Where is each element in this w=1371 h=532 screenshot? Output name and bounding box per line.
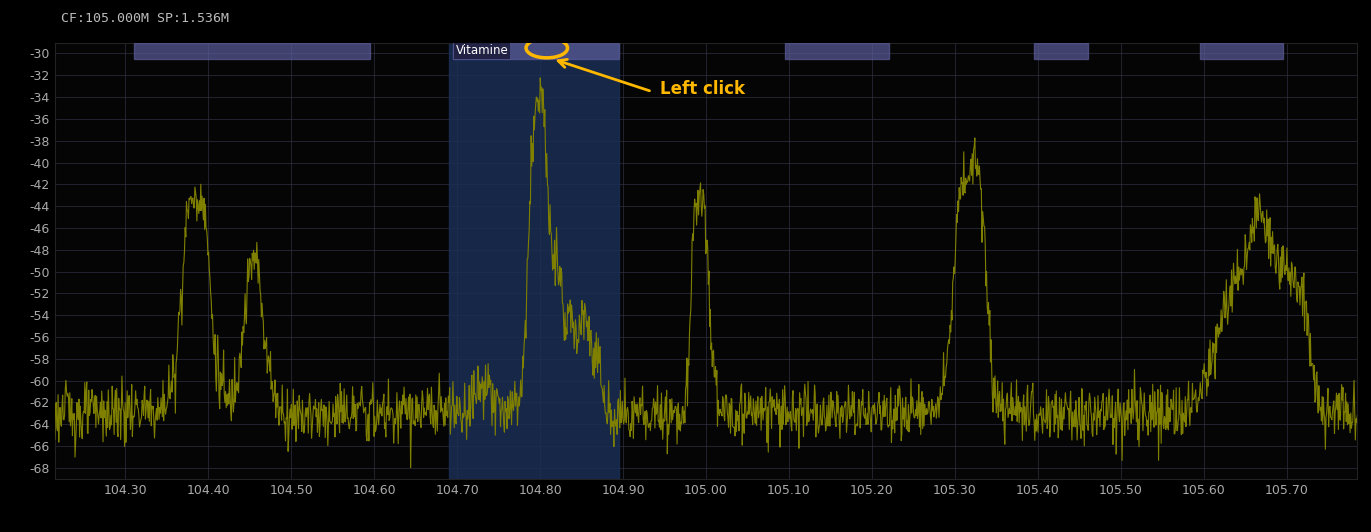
Bar: [1034, 43, 1087, 59]
Bar: [1200, 43, 1283, 59]
Bar: [133, 43, 370, 59]
Text: Vitamine: Vitamine: [455, 44, 509, 57]
Bar: [784, 43, 888, 59]
Text: CF:105.000M SP:1.536M: CF:105.000M SP:1.536M: [62, 12, 229, 25]
Bar: [452, 43, 618, 59]
Bar: [448, 43, 618, 479]
Text: Left click: Left click: [661, 80, 746, 98]
